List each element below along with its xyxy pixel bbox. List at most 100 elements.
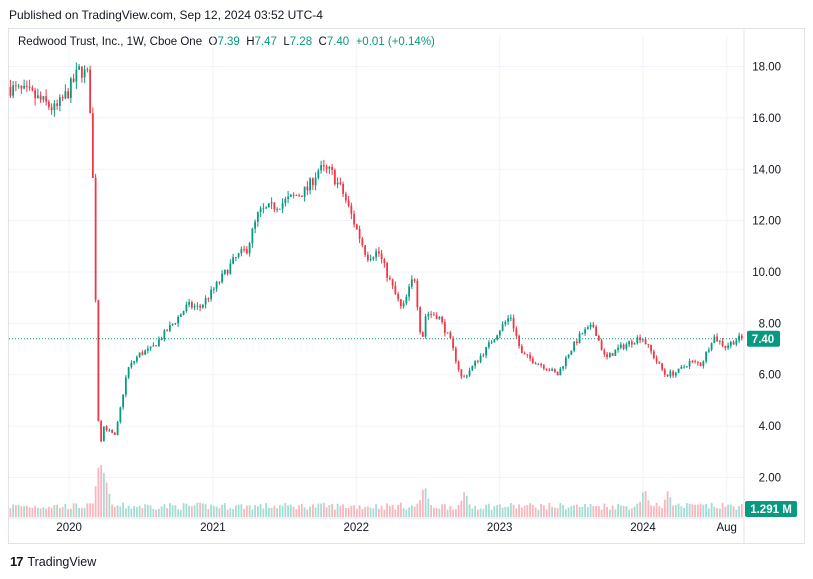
volume-bar — [174, 505, 177, 517]
volume-bar — [278, 505, 281, 517]
volume-bar — [344, 508, 347, 517]
y-tick-label: 10.00 — [752, 267, 781, 279]
volume-bar — [421, 489, 424, 517]
volume-bar — [727, 504, 729, 517]
volume-bar — [669, 497, 672, 517]
candle-body — [713, 336, 716, 344]
candle-body — [342, 183, 345, 194]
candle-body — [707, 349, 710, 352]
volume-bar — [342, 504, 345, 517]
candle-body — [306, 186, 309, 191]
candle-body — [108, 429, 111, 431]
volume-bar — [680, 506, 683, 517]
volume-bar — [80, 508, 83, 517]
candle-body — [350, 205, 353, 214]
volume-bar — [251, 509, 254, 517]
candle-body — [270, 202, 273, 204]
volume-bar — [526, 504, 529, 517]
candle-body — [540, 363, 542, 366]
volume-bar — [531, 504, 534, 517]
candle-body — [201, 304, 204, 308]
volume-bar — [628, 509, 630, 517]
volume-bar — [160, 506, 163, 517]
volume-bar — [707, 508, 710, 517]
candle-body — [58, 97, 61, 106]
volume-bar — [245, 505, 248, 517]
volume-bar — [529, 503, 531, 517]
volume-bar — [430, 505, 433, 517]
candle-body — [157, 339, 160, 347]
volume-bar — [485, 504, 488, 517]
volume-bar — [39, 508, 42, 517]
volume-bar — [487, 503, 490, 517]
volume-bar — [141, 508, 144, 517]
volume-bar — [584, 503, 586, 517]
volume-bar — [17, 504, 20, 517]
volume-bar — [372, 508, 375, 517]
candle-body — [138, 352, 141, 357]
volume-bar — [168, 503, 171, 517]
volume-bar — [204, 504, 207, 517]
volume-bar — [215, 506, 218, 517]
candle-body — [218, 282, 221, 283]
volume-bar — [28, 507, 31, 517]
candle-body — [144, 350, 147, 355]
volume-bar — [155, 509, 158, 517]
volume-bar — [358, 505, 361, 517]
volume-bar — [399, 502, 402, 517]
candle-body — [204, 298, 207, 305]
candle-body — [9, 87, 12, 96]
candle-body — [619, 344, 622, 348]
volume-bar — [256, 506, 259, 517]
volume-bar — [622, 506, 625, 517]
volume-bar — [276, 508, 279, 517]
candle-body — [188, 302, 191, 305]
brand-name[interactable]: TradingView — [27, 554, 97, 569]
candle-body — [380, 253, 383, 260]
volume-bar — [287, 505, 290, 517]
candle-body — [465, 375, 468, 377]
y-tick-label: 6.00 — [759, 370, 781, 382]
volume-bar — [427, 498, 430, 517]
volume-bar — [292, 507, 295, 517]
volume-bar — [353, 505, 356, 517]
candle-body — [493, 339, 496, 343]
volume-bar — [298, 505, 301, 517]
volume-bar — [419, 500, 422, 517]
candle-body — [298, 195, 301, 197]
volume-bar — [647, 500, 650, 517]
candle-body — [314, 177, 317, 186]
candle-body — [287, 196, 290, 199]
candle-body — [100, 421, 103, 442]
volume-bar — [482, 508, 485, 517]
candle-body — [402, 303, 405, 307]
candle-body — [372, 257, 375, 259]
candle-body — [625, 344, 628, 349]
volume-bar — [383, 509, 386, 517]
volume-bar — [232, 508, 235, 517]
candle-body — [584, 329, 586, 334]
candle-body — [97, 300, 100, 422]
candle-body — [515, 328, 518, 336]
volume-bar — [42, 507, 45, 517]
volume-bar — [270, 507, 273, 517]
candle-body — [652, 351, 655, 359]
volume-bar — [273, 505, 276, 517]
volume-bar — [672, 505, 674, 517]
volume-bar — [31, 507, 34, 517]
candle-body — [562, 366, 564, 369]
candle-body — [28, 86, 31, 88]
candle-body — [325, 166, 328, 169]
volume-bar — [119, 506, 122, 517]
volume-label: 1.291 M — [750, 504, 792, 516]
candle-body — [694, 361, 696, 362]
candle-body — [80, 66, 83, 78]
volume-bar — [443, 504, 446, 517]
candle-body — [394, 285, 397, 294]
volume-bar — [685, 503, 688, 517]
tradingview-logo-icon[interactable]: 17 — [10, 554, 24, 569]
time-axis: 2020 2021 2022 2023 2024 Aug — [9, 517, 744, 534]
candle-body — [710, 343, 713, 350]
chart-frame[interactable] — [8, 28, 805, 544]
